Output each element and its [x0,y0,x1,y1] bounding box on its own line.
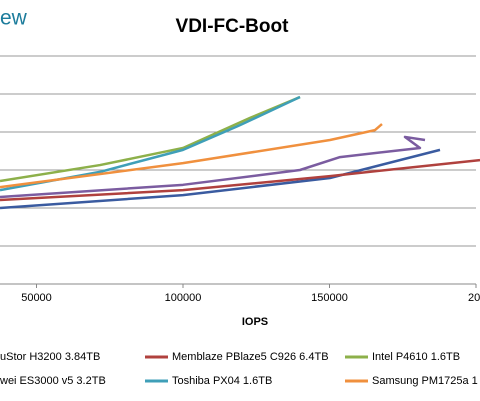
logo: ew [0,7,28,30]
legend-label: Intel P4610 1.6TB [372,351,460,363]
series-line [0,95,301,183]
legend-label: Toshiba PX04 1.6TB [172,375,272,387]
legend-label: uStor H3200 3.84TB [0,351,100,363]
x-tick-label: 200 [468,292,480,304]
series-line [0,148,441,210]
x-tick-label: 100000 [165,292,202,304]
legend-label: Memblaze PBlaze5 C926 6.4TB [172,351,329,363]
chart-title: VDI-FC-Boot [176,16,290,37]
x-tick-label: 50000 [21,292,52,304]
series-line [0,158,480,202]
legend-label: wei ES3000 v5 3.2TB [0,375,106,387]
series-line [0,135,426,199]
series-line [0,123,383,189]
legend-label: Samsung PM1725a 1 [372,375,478,387]
x-tick-label: 150000 [311,292,348,304]
x-axis-label: IOPS [242,316,268,328]
